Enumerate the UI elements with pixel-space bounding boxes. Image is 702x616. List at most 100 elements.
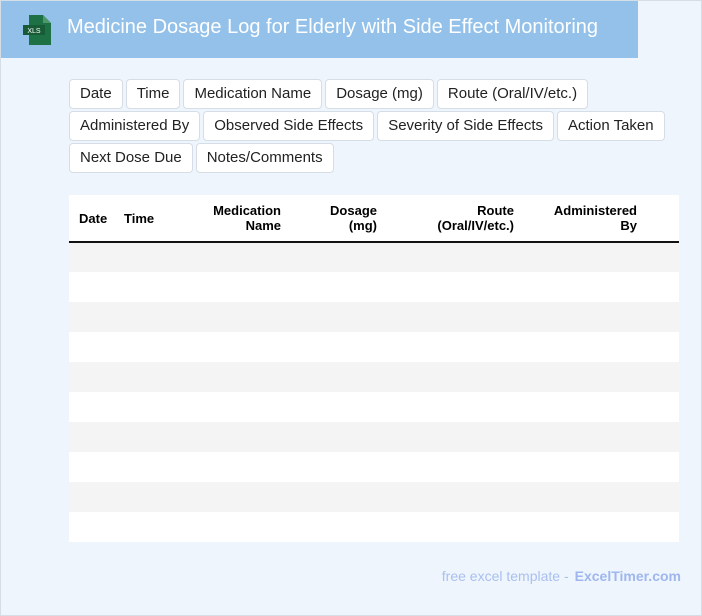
table-cell[interactable] — [387, 392, 524, 422]
table-cell[interactable] — [291, 482, 387, 512]
table-cell[interactable] — [69, 482, 114, 512]
column-header: Time — [114, 195, 181, 243]
table-cell[interactable] — [114, 512, 181, 542]
table-cell[interactable] — [647, 362, 679, 392]
table-cell[interactable] — [291, 422, 387, 452]
table-row — [69, 362, 679, 392]
table-cell[interactable] — [114, 392, 181, 422]
table-cell[interactable] — [181, 362, 291, 392]
column-tag[interactable]: Notes/Comments — [195, 143, 334, 173]
table-cell[interactable] — [387, 362, 524, 392]
table-cell[interactable] — [524, 392, 647, 422]
table-cell[interactable] — [69, 272, 114, 302]
table-cell[interactable] — [647, 242, 679, 272]
table-cell[interactable] — [291, 332, 387, 362]
table-cell[interactable] — [291, 362, 387, 392]
column-header: Route (Oral/IV/etc.) — [387, 195, 524, 243]
column-tag[interactable]: Next Dose Due — [69, 143, 193, 173]
table-cell[interactable] — [181, 302, 291, 332]
table-cell[interactable] — [181, 272, 291, 302]
table-cell[interactable] — [647, 482, 679, 512]
table-cell[interactable] — [291, 242, 387, 272]
table-cell[interactable] — [114, 302, 181, 332]
table-cell[interactable] — [647, 302, 679, 332]
column-tag[interactable]: Time — [125, 79, 181, 109]
table-cell[interactable] — [69, 242, 114, 272]
table-row — [69, 242, 679, 272]
header-line: (mg) — [348, 218, 377, 233]
table-cell[interactable] — [387, 512, 524, 542]
table-cell[interactable] — [69, 452, 114, 482]
header-bar: XLS Medicine Dosage Log for Elderly with… — [1, 1, 638, 58]
table-cell[interactable] — [114, 482, 181, 512]
table-cell[interactable] — [387, 452, 524, 482]
table-cell[interactable] — [291, 272, 387, 302]
column-header: Dosage (mg) — [291, 195, 387, 243]
table-cell[interactable] — [647, 512, 679, 542]
table-cell[interactable] — [114, 362, 181, 392]
table-cell[interactable] — [69, 512, 114, 542]
table-cell[interactable] — [181, 422, 291, 452]
table-cell[interactable] — [387, 332, 524, 362]
table-cell[interactable] — [114, 272, 181, 302]
table-cell[interactable] — [387, 422, 524, 452]
column-tag[interactable]: Dosage (mg) — [325, 79, 434, 109]
table-cell[interactable] — [524, 512, 647, 542]
table-cell[interactable] — [647, 392, 679, 422]
column-header: Date — [69, 195, 114, 243]
table-cell[interactable] — [69, 392, 114, 422]
table-row — [69, 422, 679, 452]
table-cell[interactable] — [69, 332, 114, 362]
table-row — [69, 302, 679, 332]
table-cell[interactable] — [387, 272, 524, 302]
table-cell[interactable] — [524, 302, 647, 332]
table-cell[interactable] — [181, 452, 291, 482]
table-cell[interactable] — [524, 272, 647, 302]
table-cell[interactable] — [114, 422, 181, 452]
table-cell[interactable] — [114, 452, 181, 482]
table-cell[interactable] — [387, 302, 524, 332]
table-row — [69, 452, 679, 482]
header-line: Dosage — [330, 203, 377, 218]
column-tag[interactable]: Route (Oral/IV/etc.) — [436, 79, 589, 109]
table-cell[interactable] — [387, 242, 524, 272]
column-tag[interactable]: Medication Name — [183, 79, 323, 109]
footer: free excel template - ExcelTimer.com — [442, 568, 681, 584]
header-line: Time — [124, 210, 155, 226]
brand-link[interactable]: ExcelTimer.com — [574, 568, 681, 584]
table-cell[interactable] — [181, 512, 291, 542]
table-cell[interactable] — [181, 392, 291, 422]
column-tag[interactable]: Administered By — [69, 111, 201, 141]
table-cell[interactable] — [69, 422, 114, 452]
table-cell[interactable] — [69, 302, 114, 332]
table-cell[interactable] — [291, 302, 387, 332]
table-cell[interactable] — [291, 392, 387, 422]
table-cell[interactable] — [291, 512, 387, 542]
table-cell[interactable] — [114, 242, 181, 272]
table-cell[interactable] — [69, 362, 114, 392]
table-cell[interactable] — [291, 452, 387, 482]
table-cell[interactable] — [181, 242, 291, 272]
table-cell[interactable] — [647, 452, 679, 482]
table-cell[interactable] — [387, 482, 524, 512]
column-tag[interactable]: Date — [69, 79, 123, 109]
table-cell[interactable] — [114, 332, 181, 362]
table-cell[interactable] — [524, 482, 647, 512]
table-cell[interactable] — [524, 332, 647, 362]
table-cell[interactable] — [647, 272, 679, 302]
table-cell[interactable] — [524, 362, 647, 392]
column-tag[interactable]: Observed Side Effects — [203, 111, 375, 141]
table-cell[interactable] — [181, 332, 291, 362]
table-cell[interactable] — [181, 482, 291, 512]
table-cell[interactable] — [647, 332, 679, 362]
column-tag[interactable]: Action Taken — [557, 111, 665, 141]
header-line: Name — [245, 218, 281, 233]
table-cell[interactable] — [524, 452, 647, 482]
header-line: By — [620, 218, 637, 233]
table-row — [69, 332, 679, 362]
table-cell[interactable] — [647, 422, 679, 452]
table-cell[interactable] — [524, 242, 647, 272]
table-row — [69, 272, 679, 302]
table-cell[interactable] — [524, 422, 647, 452]
column-tag[interactable]: Severity of Side Effects — [377, 111, 554, 141]
